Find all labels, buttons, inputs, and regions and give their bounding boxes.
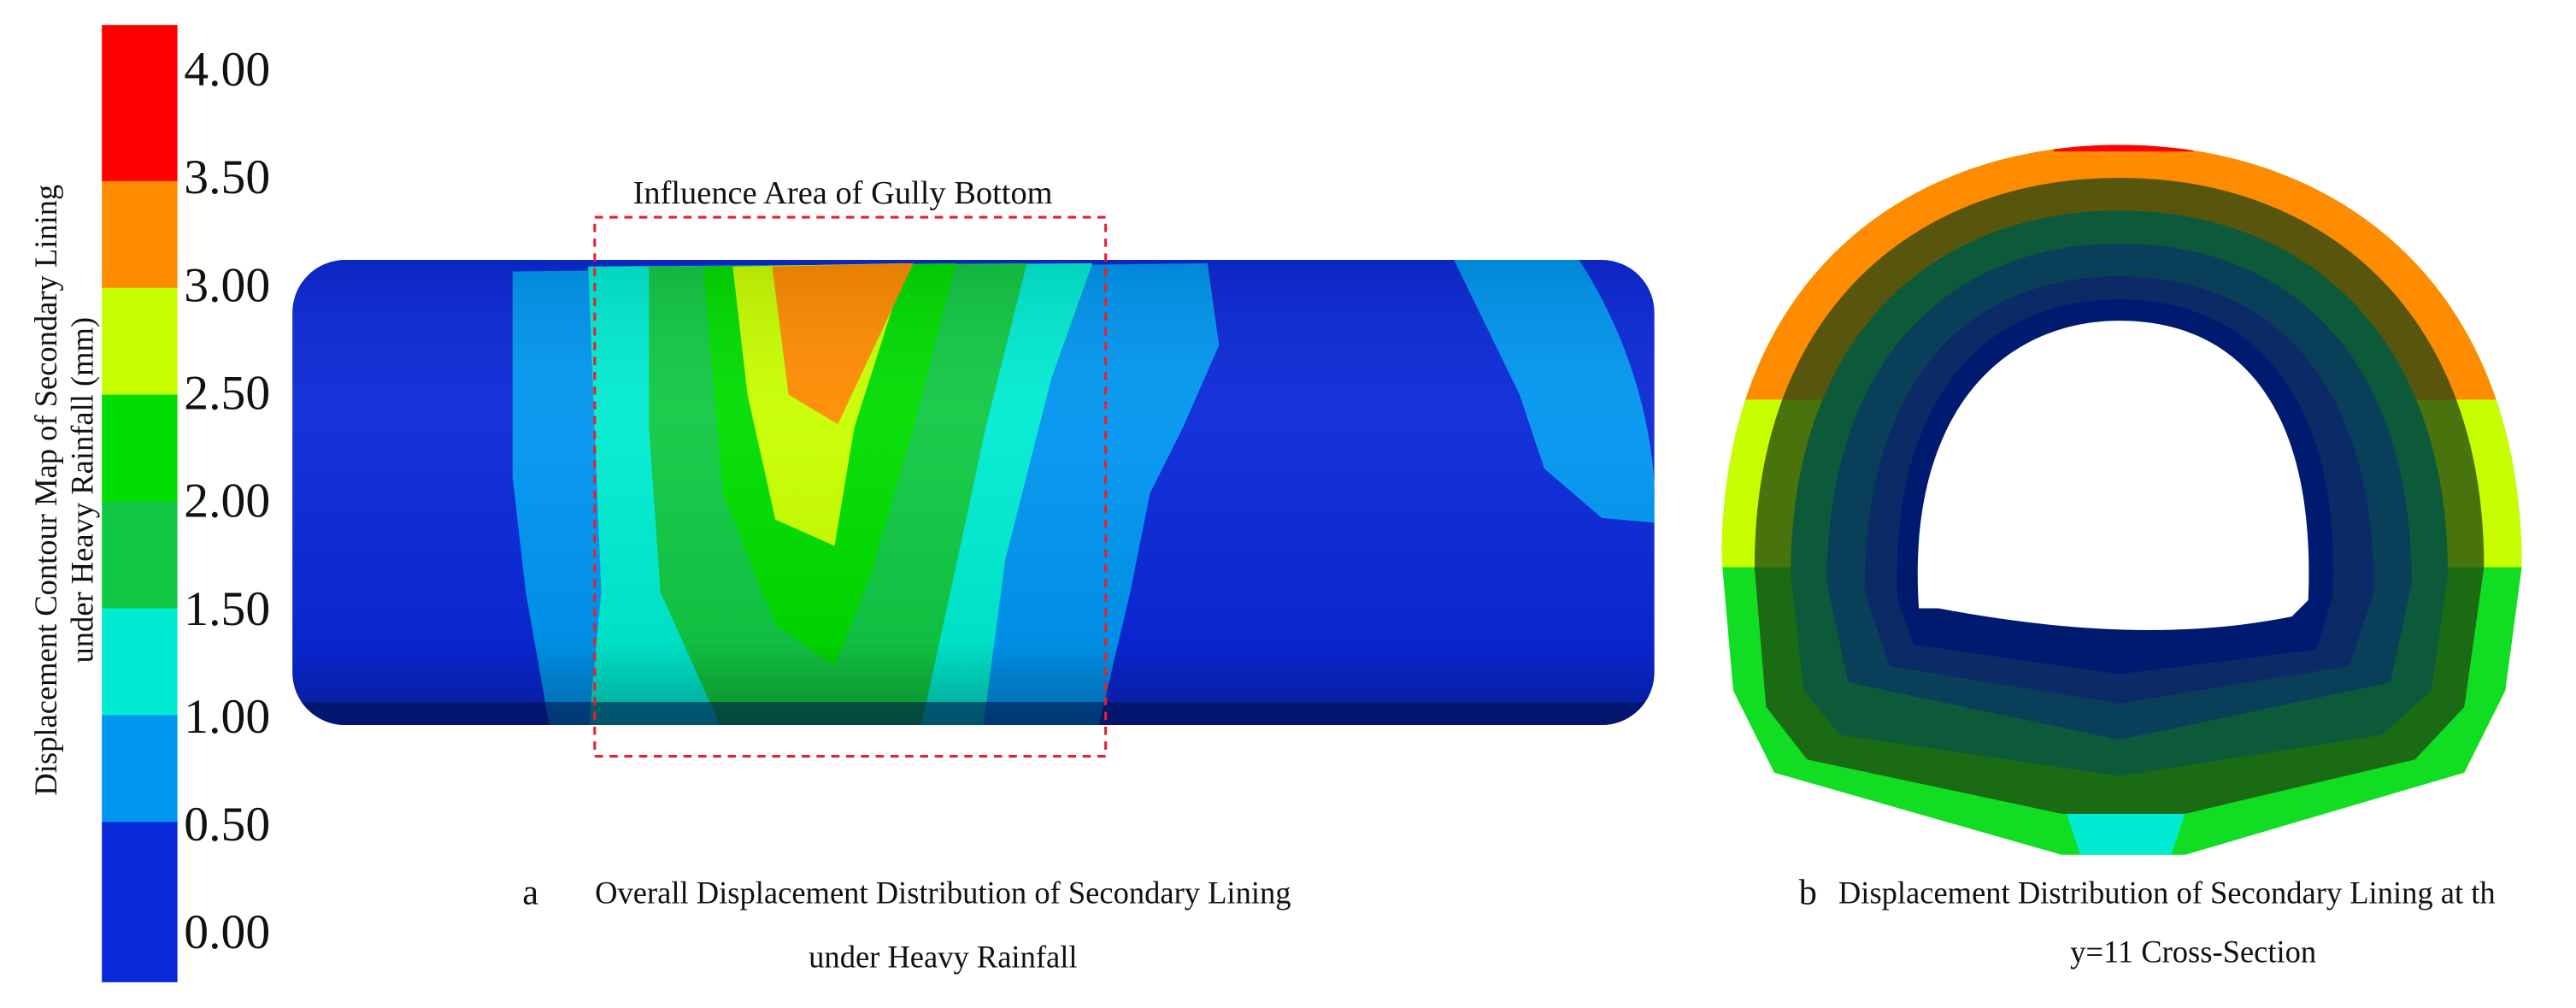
colorbar-label: 1.00	[184, 690, 270, 744]
colorbar-title: Displacement Contour Map of Secondary Li…	[28, 185, 63, 796]
colorbar-label: 1.50	[184, 582, 270, 636]
colorbar-band	[102, 25, 178, 182]
panel-letter: b	[1799, 873, 1817, 913]
annotation: Influence Area of Gully Bottom	[633, 175, 1053, 211]
colorbar-label: 3.50	[184, 150, 270, 204]
influence-box	[593, 215, 1108, 758]
caption: y=11 Cross-Section	[2070, 934, 2316, 970]
colorbar-band	[102, 394, 178, 503]
colorbar-label: 3.00	[184, 258, 270, 312]
colorbar-label: 2.00	[184, 475, 270, 528]
caption: under Heavy Rainfall	[809, 939, 1077, 974]
colorbar-label: 2.50	[184, 367, 270, 421]
colorbar-label: 4.00	[184, 43, 270, 97]
colorbar-band	[102, 287, 178, 396]
colorbar-label: 0.50	[184, 798, 270, 852]
colorbar-band	[102, 180, 178, 289]
colorbar-band	[102, 608, 178, 716]
cross-section	[1721, 144, 2522, 855]
colorbar-title: under Heavy Rainfall (mm)	[64, 317, 99, 663]
colorbar-band	[102, 715, 178, 823]
tunnel-model	[292, 260, 1655, 726]
colorbar-band	[102, 822, 178, 982]
caption: Overall Displacement Distribution of Sec…	[595, 875, 1291, 910]
colorbar-label: 0.00	[184, 905, 270, 959]
colorbar-band	[102, 501, 178, 610]
panel-letter: a	[522, 873, 538, 913]
caption: Displacement Distribution of Secondary L…	[1838, 875, 2496, 910]
colorbar: 4.00 3.50 3.00 2.50 2.00 1.50 1.00 0.50 0.00	[102, 25, 270, 982]
